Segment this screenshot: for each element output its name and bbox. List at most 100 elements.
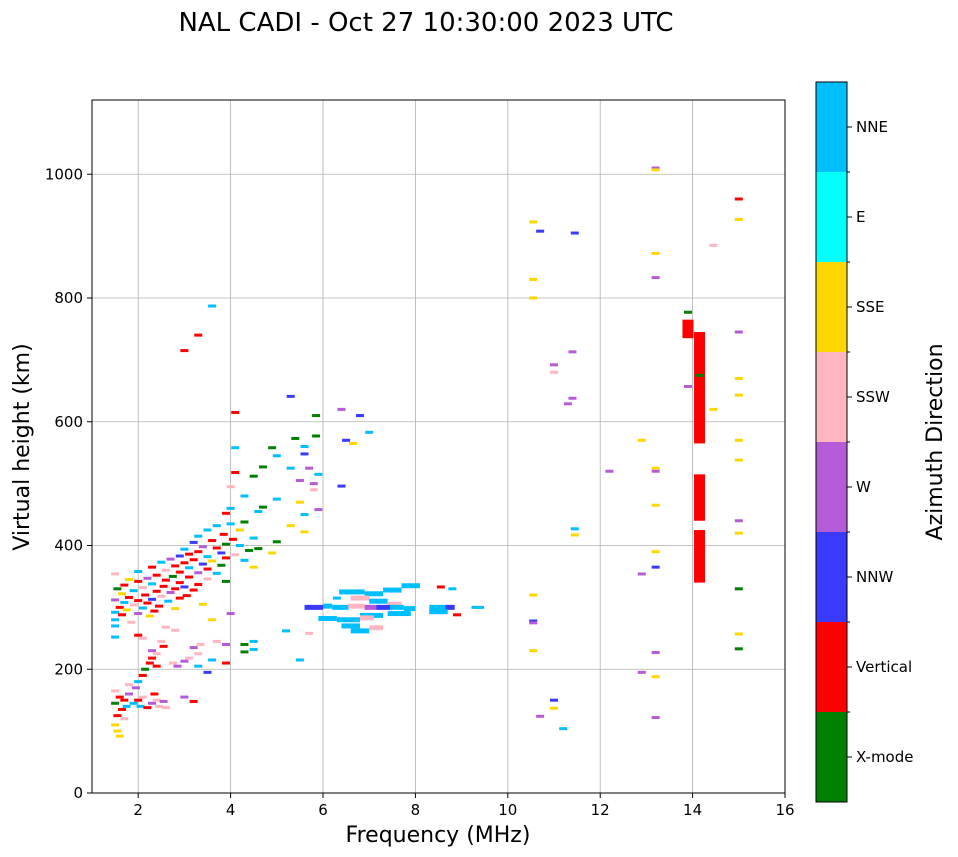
data-point xyxy=(138,606,147,610)
data-point xyxy=(203,670,212,674)
y-tick-label: 400 xyxy=(54,537,83,555)
data-point xyxy=(570,231,579,235)
data-point xyxy=(145,614,154,618)
data-point xyxy=(134,698,143,702)
data-point xyxy=(258,465,267,469)
data-column xyxy=(694,474,706,521)
data-point xyxy=(111,624,120,628)
data-column xyxy=(682,319,694,339)
data-point xyxy=(194,664,203,668)
data-point xyxy=(157,594,166,598)
y-tick-label: 800 xyxy=(54,289,83,307)
data-bars xyxy=(304,583,455,634)
data-point xyxy=(175,581,184,585)
data-point xyxy=(695,373,704,377)
data-point xyxy=(217,551,226,555)
data-point xyxy=(305,466,314,470)
data-point xyxy=(365,430,374,434)
data-point xyxy=(208,539,217,543)
data-point xyxy=(221,556,230,560)
data-point xyxy=(226,522,235,526)
data-point xyxy=(185,566,194,570)
data-point xyxy=(221,643,230,646)
data-point xyxy=(448,587,457,591)
data-point xyxy=(194,333,203,337)
data-point xyxy=(295,500,304,504)
data-point xyxy=(148,565,157,569)
data-bar xyxy=(350,628,370,634)
data-bar xyxy=(332,604,349,610)
data-point xyxy=(228,537,237,541)
colorbar-tick-label: X-mode xyxy=(856,748,913,766)
colorbar-tick-label: SSE xyxy=(856,298,885,316)
data-point xyxy=(134,599,143,603)
data-bar xyxy=(364,604,377,610)
data-point xyxy=(148,582,157,586)
data-point xyxy=(217,563,226,567)
colorbar-segment xyxy=(816,262,847,352)
data-point xyxy=(570,533,579,537)
data-point xyxy=(734,197,743,201)
data-point xyxy=(152,573,161,577)
data-point xyxy=(159,644,168,648)
data-point xyxy=(249,474,258,478)
data-point xyxy=(651,251,660,255)
data-point xyxy=(221,579,230,583)
data-point xyxy=(436,585,445,589)
data-point xyxy=(171,628,180,632)
data-point xyxy=(138,636,147,640)
data-bar xyxy=(369,598,388,604)
data-point xyxy=(529,619,538,623)
data-point xyxy=(120,583,129,587)
data-point xyxy=(240,650,249,654)
colorbar-segment xyxy=(816,442,847,532)
data-bar xyxy=(339,589,365,595)
data-point xyxy=(166,557,175,561)
data-point xyxy=(180,349,189,353)
data-point xyxy=(161,578,170,582)
data-point xyxy=(734,647,743,651)
data-point xyxy=(452,613,461,617)
data-point xyxy=(651,166,660,170)
data-point xyxy=(231,553,240,557)
data-point xyxy=(203,528,212,532)
data-point xyxy=(226,506,235,510)
data-point xyxy=(189,646,198,650)
data-point xyxy=(118,592,127,596)
colorbar-tick-label: W xyxy=(856,478,871,496)
data-point xyxy=(129,589,138,593)
data-point xyxy=(734,376,743,380)
data-point xyxy=(189,558,198,562)
data-bar xyxy=(318,616,337,622)
data-point xyxy=(734,632,743,636)
data-point xyxy=(536,714,545,718)
data-point xyxy=(111,598,120,602)
data-point xyxy=(194,582,203,586)
data-point xyxy=(529,296,538,300)
data-columns xyxy=(682,319,706,583)
data-point xyxy=(355,414,364,418)
data-point xyxy=(166,591,175,595)
data-point xyxy=(651,469,660,473)
data-point xyxy=(198,602,207,606)
data-bar xyxy=(383,587,402,593)
colorbar-segment xyxy=(816,712,847,802)
data-point xyxy=(111,635,120,639)
x-tick-label: 14 xyxy=(683,801,702,819)
data-bar xyxy=(359,615,374,621)
data-point xyxy=(314,508,323,512)
data-point xyxy=(734,438,743,442)
data-point xyxy=(168,574,177,578)
data-point xyxy=(118,707,127,711)
data-point xyxy=(175,596,184,600)
data-point xyxy=(268,446,277,450)
data-point xyxy=(235,528,244,532)
y-tick-label: 600 xyxy=(54,413,83,431)
data-point xyxy=(536,229,545,233)
data-point xyxy=(342,438,351,442)
grid-lines xyxy=(92,100,786,794)
data-point xyxy=(185,552,194,556)
data-point xyxy=(300,452,309,456)
data-point xyxy=(168,661,177,665)
data-point xyxy=(120,600,129,604)
